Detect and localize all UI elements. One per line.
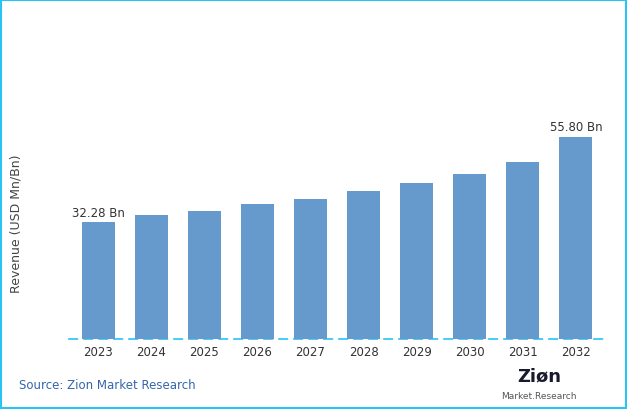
Text: Global Market Size, 2024-2032 (USD Billion): Global Market Size, 2024-2032 (USD Billi… xyxy=(161,61,466,75)
Text: CAGR :  6.27%: CAGR : 6.27% xyxy=(103,79,214,93)
Bar xyxy=(188,211,221,339)
Bar xyxy=(507,162,539,339)
Bar xyxy=(453,175,486,339)
Bar xyxy=(241,205,274,339)
Text: Revenue (USD Mn/Bn): Revenue (USD Mn/Bn) xyxy=(9,154,22,292)
Bar xyxy=(347,192,380,339)
Text: 32.28 Bn: 32.28 Bn xyxy=(71,206,125,219)
Text: Source: Zion Market Research: Source: Zion Market Research xyxy=(19,378,196,391)
Text: Market.Research: Market.Research xyxy=(502,391,577,400)
Text: 55.80 Bn: 55.80 Bn xyxy=(549,121,602,134)
Bar xyxy=(294,199,327,339)
Bar xyxy=(135,216,167,339)
Text: Ziøn: Ziøn xyxy=(517,366,561,384)
Text: Substation Automation and Integration Market,: Substation Automation and Integration Ma… xyxy=(73,20,554,38)
Bar xyxy=(82,222,115,339)
Bar xyxy=(400,184,433,339)
Bar xyxy=(559,137,593,339)
